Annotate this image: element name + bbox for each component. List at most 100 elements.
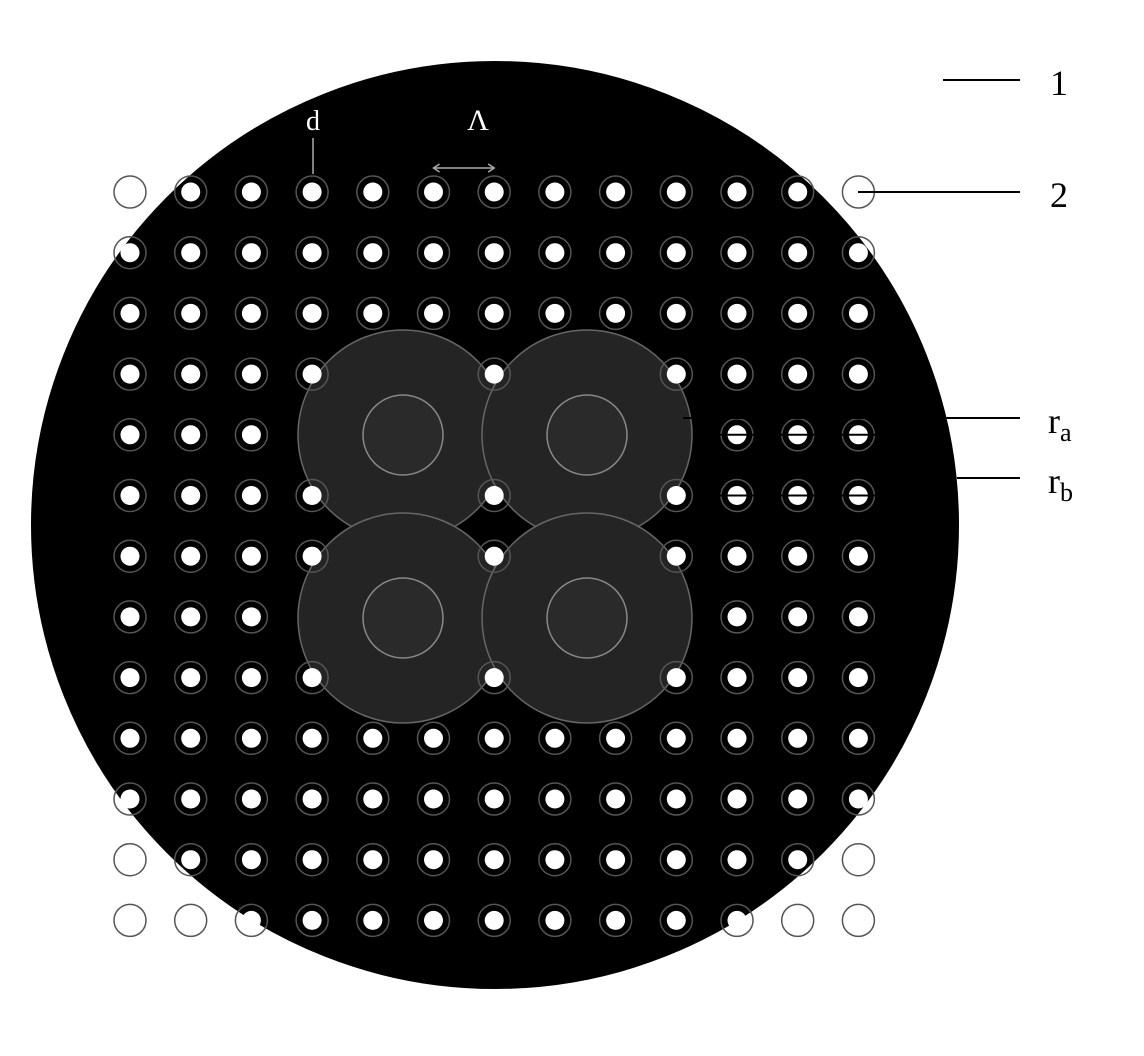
air-hole-dot — [606, 790, 625, 809]
air-hole-dot — [121, 850, 140, 869]
air-hole-dot — [728, 365, 747, 384]
air-hole-dot — [303, 183, 322, 202]
air-hole-dot — [667, 790, 686, 809]
air-hole-dot — [545, 304, 564, 323]
air-hole-dot — [181, 486, 200, 505]
air-hole-dot — [849, 668, 868, 687]
air-hole-dot — [788, 547, 807, 566]
air-hole-dot — [121, 304, 140, 323]
air-hole-dot — [181, 668, 200, 687]
air-hole-dot — [363, 911, 382, 930]
air-hole-dot — [242, 304, 261, 323]
air-hole-dot — [424, 243, 443, 262]
air-hole-dot — [728, 911, 747, 930]
air-hole-dot — [121, 729, 140, 748]
air-hole-dot — [788, 911, 807, 930]
air-hole-dot — [667, 183, 686, 202]
air-hole-dot — [606, 729, 625, 748]
air-hole-dot — [728, 243, 747, 262]
air-hole-dot — [485, 243, 504, 262]
air-hole-dot — [303, 304, 322, 323]
air-hole-dot — [849, 729, 868, 748]
air-hole-dot — [849, 547, 868, 566]
air-hole-dot — [242, 243, 261, 262]
air-hole-dot — [181, 425, 200, 444]
air-hole-dot — [485, 729, 504, 748]
fiber-cross-section-diagram: dΛ — [20, 20, 1144, 1036]
air-hole-dot — [303, 365, 322, 384]
air-hole-dot — [728, 790, 747, 809]
air-hole-dot — [485, 365, 504, 384]
air-hole-dot — [728, 183, 747, 202]
air-hole-dot — [181, 183, 200, 202]
air-hole-dot — [485, 668, 504, 687]
air-hole-dot — [121, 911, 140, 930]
air-hole-dot — [849, 304, 868, 323]
air-hole-dot — [667, 486, 686, 505]
air-hole-dot — [181, 850, 200, 869]
air-hole-dot — [303, 547, 322, 566]
air-hole-dot — [242, 607, 261, 626]
air-hole-dot — [849, 790, 868, 809]
air-hole-dot — [667, 547, 686, 566]
air-hole-dot — [545, 243, 564, 262]
air-hole-dot — [424, 911, 443, 930]
air-hole-dot — [242, 365, 261, 384]
air-hole-dot — [667, 850, 686, 869]
air-hole-dot — [667, 729, 686, 748]
air-hole-dot — [363, 850, 382, 869]
air-hole-dot — [363, 304, 382, 323]
label-ra: ra — [1048, 400, 1072, 448]
air-hole-dot — [728, 304, 747, 323]
air-hole-dot — [606, 911, 625, 930]
air-hole-dot — [424, 729, 443, 748]
air-hole-dot — [545, 911, 564, 930]
air-hole-dot — [788, 365, 807, 384]
air-hole-dot — [242, 425, 261, 444]
air-hole-dot — [303, 243, 322, 262]
air-hole-dot — [181, 790, 200, 809]
air-hole-dot — [485, 790, 504, 809]
core-inner-1 — [547, 395, 627, 475]
marker-d: d — [306, 106, 320, 137]
air-hole-dot — [788, 729, 807, 748]
diagram-container: dΛ 1 2 ra rb — [20, 20, 1144, 1036]
air-hole-dot — [606, 183, 625, 202]
air-hole-dot — [606, 850, 625, 869]
air-hole-dot — [424, 304, 443, 323]
air-hole-dot — [363, 729, 382, 748]
air-hole-dot — [424, 790, 443, 809]
air-hole-dot — [667, 365, 686, 384]
air-hole-dot — [849, 607, 868, 626]
air-hole-dot — [849, 850, 868, 869]
air-hole-dot — [424, 183, 443, 202]
air-hole-dot — [424, 850, 443, 869]
air-hole-dot — [545, 850, 564, 869]
air-hole-dot — [849, 243, 868, 262]
air-hole-dot — [667, 304, 686, 323]
air-hole-dot — [606, 243, 625, 262]
air-hole-dot — [181, 729, 200, 748]
air-hole-dot — [303, 486, 322, 505]
label-2: 2 — [1050, 174, 1068, 216]
core-inner-0 — [363, 395, 443, 475]
label-rb: rb — [1048, 460, 1073, 508]
air-hole-dot — [728, 668, 747, 687]
air-hole-dot — [303, 911, 322, 930]
air-hole-dot — [121, 547, 140, 566]
air-hole-dot — [788, 668, 807, 687]
air-hole-dot — [788, 243, 807, 262]
air-hole-dot — [303, 729, 322, 748]
air-hole-dot — [728, 607, 747, 626]
air-hole-dot — [181, 304, 200, 323]
air-hole-dot — [363, 183, 382, 202]
air-hole-dot — [485, 183, 504, 202]
marker-lambda: Λ — [467, 104, 489, 137]
air-hole-dot — [667, 911, 686, 930]
air-hole-dot — [121, 668, 140, 687]
air-hole-dot — [242, 911, 261, 930]
air-hole-dot — [485, 850, 504, 869]
air-hole-dot — [363, 790, 382, 809]
air-hole-dot — [485, 486, 504, 505]
air-hole-dot — [121, 183, 140, 202]
